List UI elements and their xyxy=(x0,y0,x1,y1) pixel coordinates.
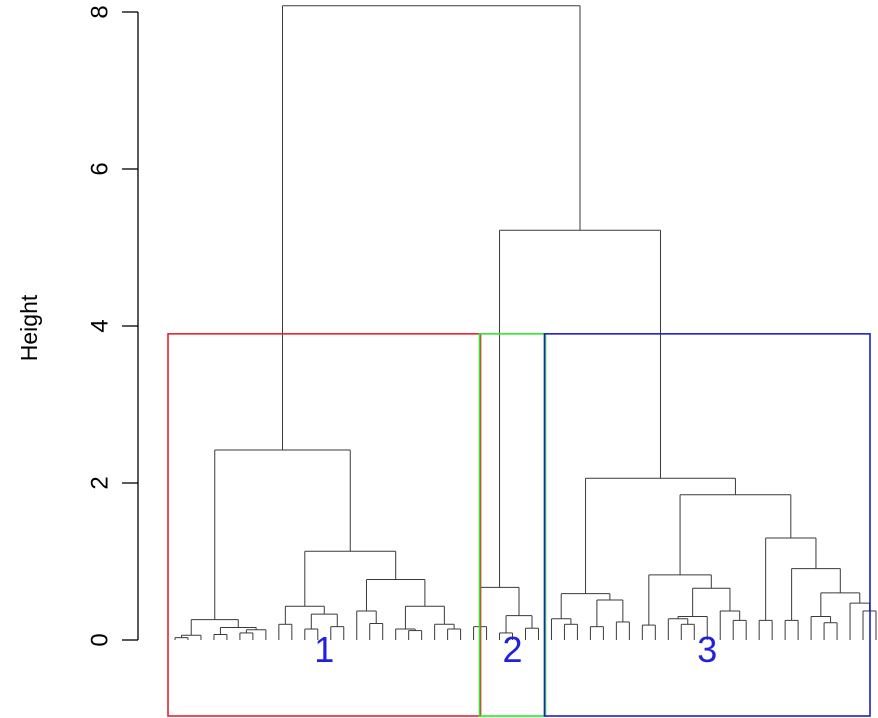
dendrogram-tree xyxy=(174,5,877,640)
y-tick-label: 6 xyxy=(86,162,113,175)
y-axis: 0 2 4 6 8 xyxy=(86,5,139,647)
cluster-label: 1 xyxy=(314,629,334,670)
y-axis-title: Height xyxy=(16,294,42,361)
cluster-label: 2 xyxy=(503,629,523,670)
y-tick-label: 2 xyxy=(86,476,113,489)
cluster-box xyxy=(478,333,547,717)
cluster-box xyxy=(543,333,871,717)
y-tick-label: 4 xyxy=(86,319,113,332)
cluster-boxes: 1 2 3 xyxy=(167,333,871,717)
y-tick-label: 8 xyxy=(86,5,113,18)
y-tick-label: 0 xyxy=(86,633,113,646)
cluster-label: 3 xyxy=(697,629,717,670)
cluster-box xyxy=(167,333,482,717)
